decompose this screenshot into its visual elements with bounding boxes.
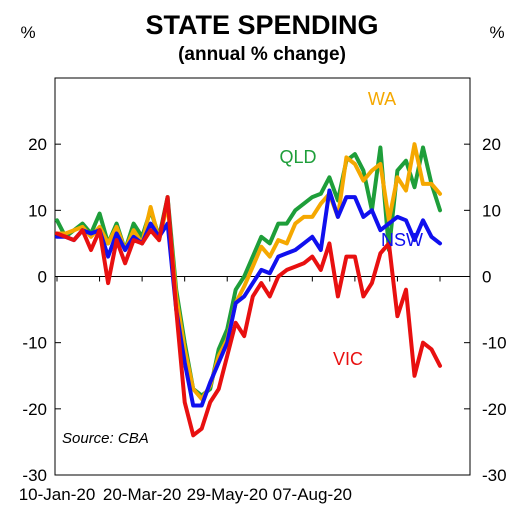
y-tick-label-left: -10 (22, 334, 47, 353)
series-line-vic (55, 195, 442, 438)
y-tick-label-right: -20 (482, 400, 507, 419)
y-tick-label-left: 20 (28, 135, 47, 154)
y-tick-label-right: 10 (482, 201, 501, 220)
x-tick-label: 20-Mar-20 (103, 485, 181, 504)
x-axis: 10-Jan-20 20-Mar-20 29-May-20 07-Aug-20 (19, 276, 441, 504)
source-note: Source: CBA (62, 430, 149, 447)
series-line-wa (55, 142, 442, 401)
y-tick-label-right: -30 (482, 466, 507, 485)
series-lines (55, 142, 442, 438)
series-label-nsw: NSW (381, 230, 423, 250)
y-tick-label-left: -30 (22, 466, 47, 485)
x-tick-label: 29-May-20 (187, 485, 268, 504)
chart-subtitle: (annual % change) (178, 44, 346, 65)
x-tick-label: 10-Jan-20 (19, 485, 96, 504)
x-tick-label: 07-Aug-20 (273, 485, 352, 504)
series-label-qld: QLD (279, 147, 316, 167)
series-label-vic: VIC (333, 349, 363, 369)
y-tick-label-left: -20 (22, 400, 47, 419)
y-axis-left: 20 10 0 -10 -20 -30 (22, 135, 61, 485)
y-axis-right: 20 10 0 -10 -20 -30 (464, 135, 507, 485)
chart-title: STATE SPENDING (145, 10, 378, 40)
plot-area (54, 77, 471, 476)
y-tick-label-right: -10 (482, 334, 507, 353)
y-unit-right: % (489, 23, 504, 42)
series-labels: QLD WA NSW VIC (279, 89, 423, 369)
y-tick-label-left: 0 (38, 268, 47, 287)
y-tick-label-left: 10 (28, 201, 47, 220)
series-label-wa: WA (368, 89, 396, 109)
series-line-nsw (55, 188, 442, 408)
y-unit-left: % (20, 23, 35, 42)
y-tick-label-right: 20 (482, 135, 501, 154)
y-tick-label-right: 0 (482, 268, 491, 287)
